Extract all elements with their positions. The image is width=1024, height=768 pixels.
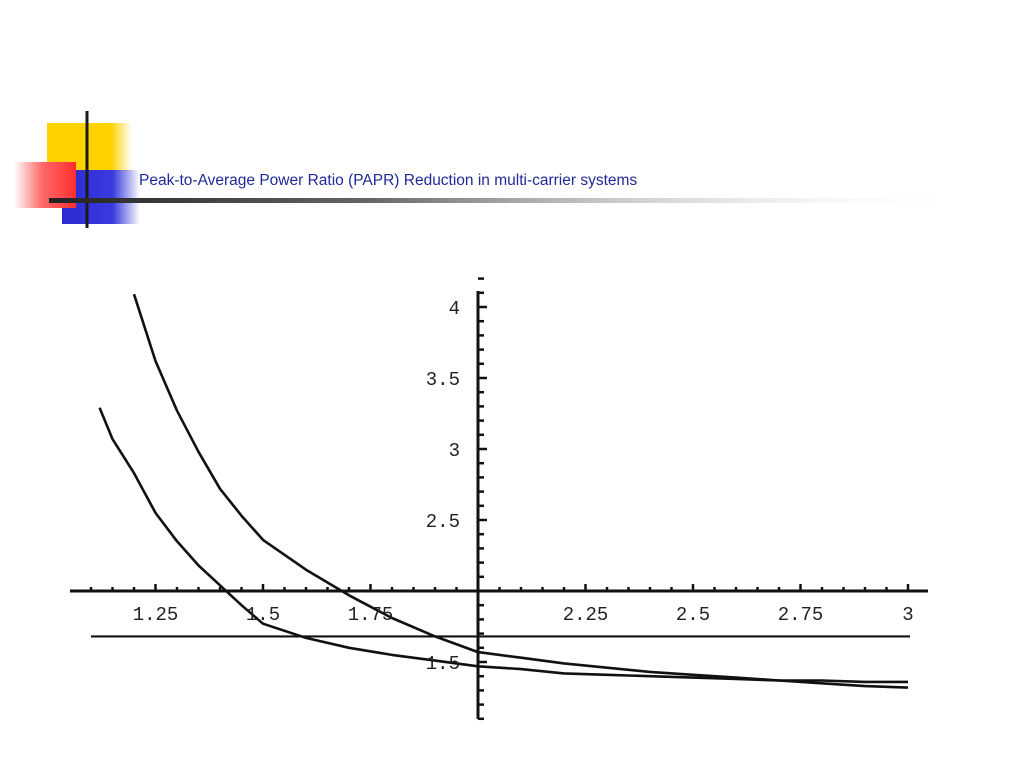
- series-lines: [98, 293, 909, 689]
- x-tick-label: 2.5: [676, 604, 710, 626]
- tick-labels: 1.25 1.5 1.75 2.25 2.5 2.75 3 1.5 2.5 3 3.5 4: [133, 298, 914, 675]
- y-tick-label: 2.5: [426, 511, 460, 533]
- x-tick-label: 1.5: [246, 604, 280, 626]
- axes: [70, 277, 928, 721]
- y-tick-label: 4: [449, 298, 460, 320]
- series-line-1: [132, 293, 909, 689]
- series-line-2: [98, 407, 908, 684]
- x-tick-label: 3: [902, 604, 913, 626]
- slide-title: Peak-to-Average Power Ratio (PAPR) Reduc…: [139, 172, 638, 189]
- y-tick-label: 3: [449, 440, 460, 462]
- y-tick-label: 1.5: [426, 653, 460, 675]
- y-tick-label: 3.5: [426, 369, 460, 391]
- x-tick-label: 2.75: [778, 604, 824, 626]
- x-tick-label: 1.75: [348, 604, 394, 626]
- x-tick-label: 1.25: [133, 604, 179, 626]
- x-tick-label: 2.25: [563, 604, 609, 626]
